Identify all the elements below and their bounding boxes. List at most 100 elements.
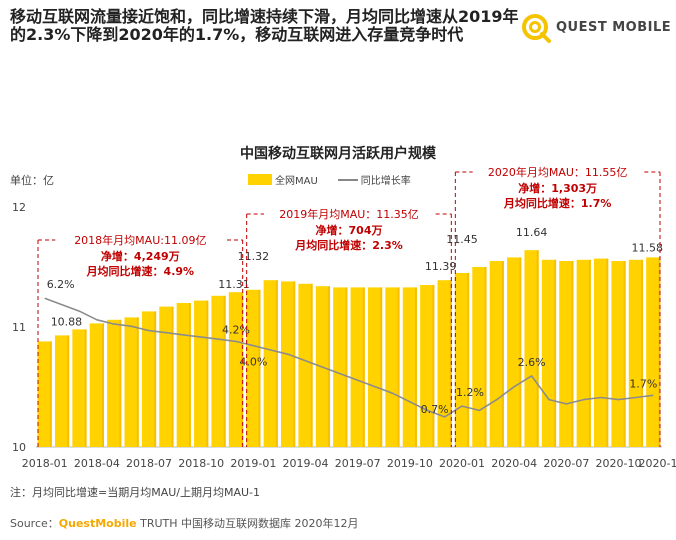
growth-data-label: 4.2% bbox=[222, 323, 250, 336]
bar-shade bbox=[258, 289, 261, 447]
bar-shade bbox=[293, 281, 296, 447]
bar-data-label: 10.88 bbox=[51, 315, 83, 328]
bar bbox=[141, 311, 157, 447]
bar-shade bbox=[171, 306, 174, 447]
growth-line bbox=[44, 297, 654, 418]
unit-label: 单位：亿 bbox=[10, 174, 54, 187]
bar-shade bbox=[588, 259, 591, 447]
annotation-growth: 月均同比增速：2.3% bbox=[294, 238, 403, 252]
bar bbox=[420, 285, 435, 447]
x-tick-label: 2018-07 bbox=[126, 457, 172, 470]
bar-shade bbox=[623, 261, 626, 447]
growth-data-label: 6.2% bbox=[47, 278, 75, 291]
bar-shade bbox=[188, 303, 191, 447]
bar bbox=[437, 280, 452, 447]
bar-shade bbox=[380, 287, 383, 447]
legend-line-swatch bbox=[337, 178, 358, 181]
bar bbox=[176, 303, 191, 447]
bar bbox=[646, 257, 661, 447]
annotation-title: 2019年月均MAU：11.35亿 bbox=[279, 207, 419, 221]
growth-data-label: 4.0% bbox=[239, 356, 267, 369]
bar bbox=[124, 317, 139, 447]
source-brand: QuestMobile bbox=[58, 517, 137, 530]
legend-bar-swatch bbox=[248, 174, 272, 185]
bar bbox=[594, 258, 609, 447]
bar bbox=[402, 287, 417, 447]
bar-shade bbox=[432, 285, 435, 447]
bar bbox=[507, 257, 522, 447]
bar-shade bbox=[310, 283, 313, 447]
bar bbox=[281, 281, 296, 447]
x-tick-label: 2020-01 bbox=[439, 457, 485, 470]
bar bbox=[333, 287, 348, 447]
bar-shade bbox=[658, 257, 661, 447]
growth-data-label: 0.7% bbox=[421, 403, 449, 416]
bar-data-label: 11.58 bbox=[632, 241, 664, 254]
bar-shade bbox=[206, 300, 209, 447]
bar-shade bbox=[328, 286, 331, 447]
x-tick-label: 2019-01 bbox=[230, 457, 276, 470]
legend-bar-label: 全网MAU bbox=[275, 176, 318, 187]
bar bbox=[228, 292, 244, 447]
bar-shade bbox=[101, 323, 104, 447]
bar bbox=[263, 280, 278, 447]
x-tick-label: 2020-10 bbox=[596, 457, 642, 470]
bar-shade bbox=[362, 287, 365, 447]
bar-data-label: 11.64 bbox=[516, 226, 548, 239]
x-tick-label: 2020-1 bbox=[639, 457, 676, 470]
y-tick-label: 10 bbox=[12, 441, 26, 454]
bar-shade bbox=[49, 341, 52, 447]
x-tick-label: 2020-07 bbox=[543, 457, 589, 470]
x-tick-label: 2019-10 bbox=[387, 457, 433, 470]
bar-data-label: 11.45 bbox=[446, 233, 478, 246]
bar bbox=[89, 323, 104, 447]
y-tick-label: 12 bbox=[12, 201, 26, 214]
annotation-title-bg bbox=[472, 164, 643, 180]
bar bbox=[628, 259, 644, 447]
bar-shade bbox=[223, 295, 226, 447]
bar bbox=[559, 261, 574, 447]
source-line: Source：QuestMobile TRUTH 中国移动互联网数据库 2020… bbox=[10, 515, 359, 531]
footnote: 注：月均同比增速=当期月均MAU/上期月均MAU-1 bbox=[10, 486, 261, 499]
annotation-growth: 月均同比增速：4.9% bbox=[86, 264, 195, 278]
legend-line-label: 同比增长率 bbox=[360, 176, 411, 187]
bar bbox=[472, 267, 487, 447]
bar bbox=[37, 341, 52, 447]
bar bbox=[350, 287, 365, 447]
questmobile-logo-icon bbox=[522, 14, 551, 43]
bar bbox=[194, 300, 209, 447]
bar bbox=[541, 259, 557, 447]
x-tick-label: 2019-04 bbox=[283, 457, 329, 470]
bar bbox=[611, 261, 626, 447]
bar bbox=[524, 250, 539, 447]
legend-item-bar: 全网MAU bbox=[248, 172, 318, 187]
bar bbox=[107, 319, 122, 447]
annotation-net: 净增：704万 bbox=[316, 223, 383, 237]
bar-shade bbox=[641, 259, 644, 447]
headline: 移动互联网流量接近饱和，同比增速持续下滑，月均同比增速从2019年的2.3%下降… bbox=[10, 7, 519, 44]
logo-text: QUEST MOBILE bbox=[556, 20, 672, 35]
annotation-net: 净增：1,303万 bbox=[518, 181, 597, 195]
source-prefix: Source： bbox=[10, 517, 59, 530]
annotation-title-bg bbox=[264, 206, 434, 222]
bar bbox=[211, 295, 226, 447]
annotation-title-bg bbox=[55, 232, 226, 248]
bar-shade bbox=[136, 317, 139, 447]
bar-shade bbox=[414, 287, 417, 447]
x-tick-label: 2018-10 bbox=[178, 457, 224, 470]
bar-shade bbox=[449, 280, 452, 447]
bar bbox=[367, 287, 383, 447]
bar bbox=[159, 306, 174, 447]
x-tick-label: 2018-04 bbox=[74, 457, 120, 470]
annotation-title: 2020年月均MAU：11.55亿 bbox=[488, 165, 628, 179]
bar bbox=[298, 283, 313, 447]
bar bbox=[246, 289, 261, 447]
bar-shade bbox=[536, 250, 539, 447]
x-tick-label: 2018-01 bbox=[22, 457, 68, 470]
growth-data-label: 1.2% bbox=[456, 386, 484, 399]
annotation-net: 净增：4,249万 bbox=[101, 249, 180, 263]
bar-shade bbox=[397, 287, 400, 447]
bar-shade bbox=[606, 258, 609, 447]
bar-shade bbox=[519, 257, 522, 447]
mau-chart: 10 11 12 10.88 11.31 11.32 11.39 11.45 11.64 11.5… bbox=[12, 164, 676, 470]
